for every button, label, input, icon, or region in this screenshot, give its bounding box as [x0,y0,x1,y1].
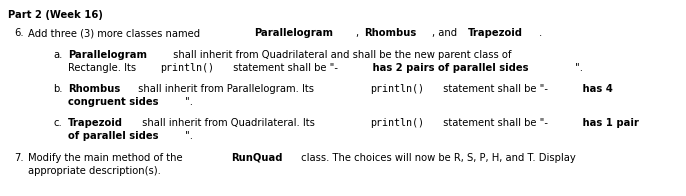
Text: RunQuad: RunQuad [232,153,283,163]
Text: ".: ". [575,63,583,73]
Text: statement shall be "-: statement shall be "- [230,63,338,73]
Text: has 2 pairs of parallel sides: has 2 pairs of parallel sides [369,63,528,73]
Text: Rhombus: Rhombus [68,84,120,94]
Text: c.: c. [53,118,62,128]
Text: a.: a. [53,50,62,60]
Text: Rectangle. Its: Rectangle. Its [68,63,139,73]
Text: Parallelogram: Parallelogram [68,50,147,60]
Text: class. The choices will now be R, S, P, H, and T. Display: class. The choices will now be R, S, P, … [298,153,576,163]
Text: Modify the main method of the: Modify the main method of the [28,153,186,163]
Text: has 4: has 4 [580,84,613,94]
Text: Parallelogram: Parallelogram [254,28,333,38]
Text: ,: , [356,28,362,38]
Text: ".: ". [185,131,193,141]
Text: println(): println() [160,63,214,73]
Text: ".: ". [185,97,193,107]
Text: shall inherit from Parallelogram. Its: shall inherit from Parallelogram. Its [135,84,318,94]
Text: has 1 pair: has 1 pair [579,118,639,128]
Text: b.: b. [53,84,62,94]
Text: Part 2 (Week 16): Part 2 (Week 16) [8,10,103,20]
Text: Trapezoid: Trapezoid [68,118,123,128]
Text: shall inherit from Quadrilateral. Its: shall inherit from Quadrilateral. Its [139,118,318,128]
Text: statement shall be "-: statement shall be "- [440,84,548,94]
Text: 7.: 7. [14,153,23,163]
Text: shall inherit from Quadrilateral and shall be the new parent class of: shall inherit from Quadrilateral and sha… [170,50,512,60]
Text: .: . [539,28,542,38]
Text: , and: , and [431,28,460,38]
Text: Add three (3) more classes named: Add three (3) more classes named [28,28,203,38]
Text: statement shall be "-: statement shall be "- [440,118,547,128]
Text: Trapezoid: Trapezoid [468,28,523,38]
Text: of parallel sides: of parallel sides [68,131,158,141]
Text: println(): println() [370,118,424,128]
Text: Rhombus: Rhombus [364,28,416,38]
Text: congruent sides: congruent sides [68,97,158,107]
Text: appropriate description(s).: appropriate description(s). [28,166,161,176]
Text: println(): println() [370,84,425,94]
Text: 6.: 6. [14,28,23,38]
